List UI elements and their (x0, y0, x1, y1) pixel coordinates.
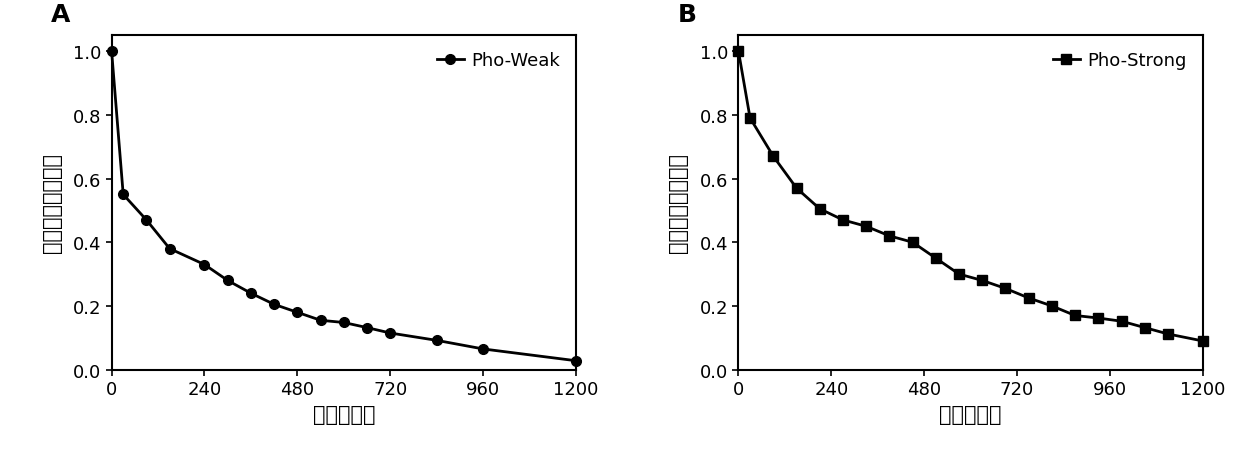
Pho-Strong (1161, 331, 1176, 337)
Pho-Strong (1022, 295, 1037, 301)
Pho-Weak (360, 325, 374, 331)
Pho-Strong (1068, 313, 1083, 318)
Pho-Weak (162, 246, 177, 252)
Pho-Strong (998, 286, 1013, 291)
Pho-Weak (221, 278, 236, 284)
Pho-Weak (197, 262, 212, 267)
Pho-Weak (383, 331, 398, 336)
Pho-Strong (812, 207, 827, 212)
Pho-Strong (1137, 325, 1152, 331)
Pho-Weak (429, 338, 444, 343)
Y-axis label: 归一化的荧光强度: 归一化的荧光强度 (42, 153, 62, 253)
Y-axis label: 归一化的荧光强度: 归一化的荧光强度 (668, 153, 688, 253)
Pho-Strong (743, 116, 758, 121)
Pho-Strong (1091, 316, 1106, 321)
Text: A: A (51, 3, 71, 27)
Pho-Strong (789, 186, 804, 191)
X-axis label: 时间（秒）: 时间（秒） (312, 404, 374, 423)
Pho-Strong (1044, 304, 1059, 309)
Line: Pho-Strong: Pho-Strong (734, 47, 1208, 346)
Pho-Weak (104, 49, 119, 55)
Pho-Strong (732, 49, 746, 55)
Pho-Weak (243, 291, 258, 296)
Pho-Strong (975, 278, 990, 284)
Legend: Pho-Weak: Pho-Weak (429, 45, 567, 78)
Pho-Strong (836, 218, 851, 223)
Pho-Strong (766, 154, 781, 160)
Pho-Weak (476, 346, 491, 352)
Pho-Strong (951, 272, 966, 277)
Pho-Strong (1195, 339, 1210, 344)
Pho-Strong (859, 224, 874, 230)
Text: B: B (678, 3, 697, 27)
Pho-Weak (115, 192, 130, 198)
Pho-Weak (314, 318, 329, 323)
Pho-Strong (929, 256, 944, 261)
Line: Pho-Weak: Pho-Weak (107, 47, 580, 366)
Pho-Weak (290, 310, 305, 315)
Pho-Strong (882, 234, 897, 239)
Pho-Weak (139, 218, 154, 223)
Pho-Weak (568, 358, 583, 364)
Pho-Weak (267, 302, 281, 308)
Pho-Weak (336, 320, 351, 326)
Legend: Pho-Strong: Pho-Strong (1045, 45, 1194, 78)
Pho-Strong (1114, 319, 1128, 324)
Pho-Strong (905, 240, 920, 245)
X-axis label: 时间（秒）: 时间（秒） (940, 404, 1002, 423)
